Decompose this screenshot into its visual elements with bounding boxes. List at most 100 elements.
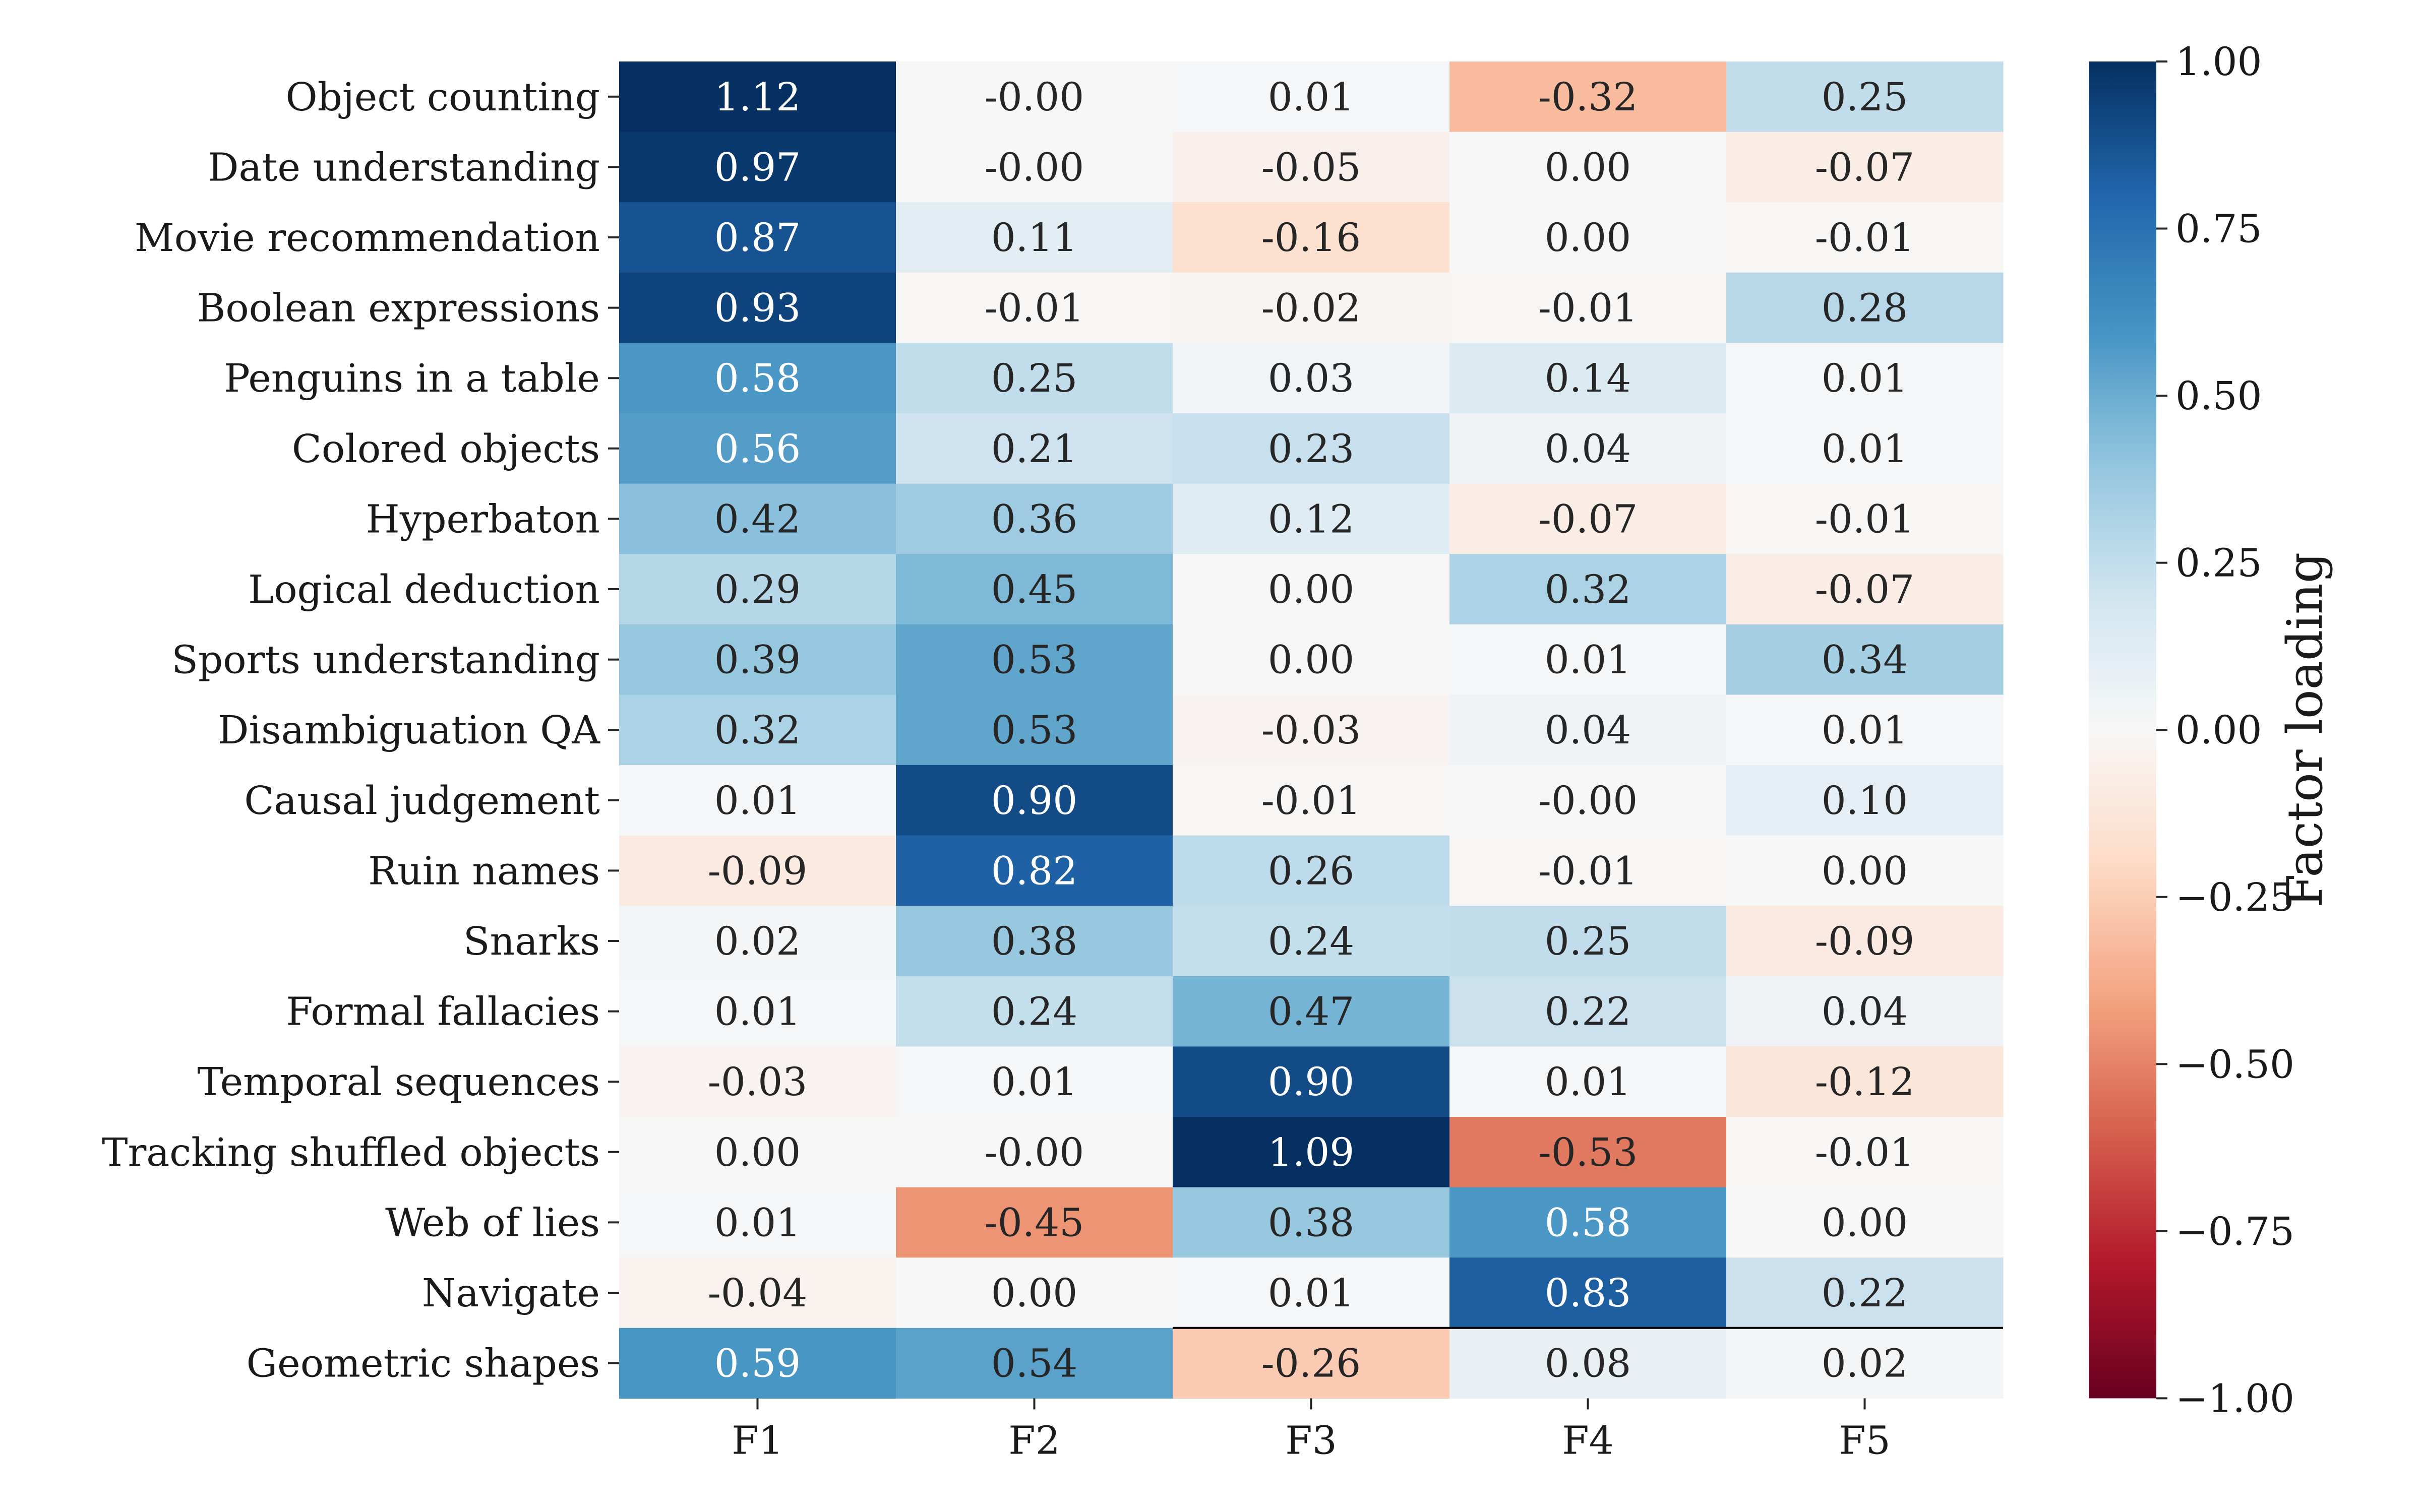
heatmap-cell bbox=[1173, 624, 1450, 695]
heatmap-cell bbox=[619, 765, 896, 836]
cell-value-label: 0.00 bbox=[714, 1130, 801, 1175]
heatmap-cell bbox=[1449, 624, 1727, 695]
column-label: F5 bbox=[1839, 1418, 1890, 1463]
cell-value-label: 0.01 bbox=[1268, 1271, 1354, 1316]
heatmap-cell bbox=[896, 202, 1173, 273]
cell-value-label: 0.83 bbox=[1545, 1271, 1631, 1316]
cell-value-label: -0.32 bbox=[1538, 75, 1638, 120]
heatmap-cell bbox=[1449, 272, 1727, 343]
heatmap-cell bbox=[619, 132, 896, 203]
column-label: F4 bbox=[1562, 1418, 1613, 1463]
heatmap-cell bbox=[896, 765, 1173, 836]
heatmap-cell-labels: 1.12 -0.00 0.01 -0.32 0.25 0.97 -0.00 -0.05 0.00… bbox=[708, 75, 1914, 1387]
cell-value-label: 0.00 bbox=[1822, 849, 1908, 894]
cell-value-label: 0.01 bbox=[714, 990, 801, 1035]
heatmap-cell bbox=[1726, 1187, 2004, 1258]
cell-value-label: 0.01 bbox=[714, 1201, 801, 1245]
heatmap-cell bbox=[1726, 61, 2004, 133]
heatmap-cell bbox=[896, 976, 1173, 1047]
cell-value-label: -0.01 bbox=[1815, 1130, 1914, 1175]
heatmap-cell bbox=[1449, 1257, 1727, 1329]
heatmap-cell bbox=[1173, 906, 1450, 977]
row-labels: Object counting Date understanding Movie r… bbox=[102, 75, 619, 1387]
row-label: Movie recommendation bbox=[135, 216, 600, 261]
cell-value-label: 0.02 bbox=[714, 919, 801, 964]
heatmap-cell bbox=[896, 1046, 1173, 1117]
cell-value-label: 0.25 bbox=[991, 356, 1077, 401]
colorbar-tick-label: 0.25 bbox=[2175, 541, 2262, 586]
heatmap-cell bbox=[1173, 835, 1450, 906]
heatmap-cell bbox=[1726, 202, 2004, 273]
heatmap-cell bbox=[1173, 1257, 1450, 1329]
colorbar-tick-label: −1.00 bbox=[2175, 1376, 2294, 1421]
cell-value-label: 0.01 bbox=[714, 779, 801, 824]
heatmap-cell bbox=[1726, 976, 2004, 1047]
heatmap-cell bbox=[1726, 835, 2004, 906]
cell-value-label: 0.01 bbox=[1268, 75, 1354, 120]
cell-value-label: 0.32 bbox=[714, 708, 801, 753]
cell-value-label: 0.90 bbox=[991, 779, 1077, 824]
heatmap-cell bbox=[1726, 1328, 2004, 1399]
cell-value-label: 0.36 bbox=[991, 497, 1077, 542]
heatmap-cell bbox=[619, 272, 896, 343]
cell-value-label: 0.11 bbox=[991, 216, 1077, 261]
colorbar-tick-label: 1.00 bbox=[2175, 40, 2262, 85]
heatmap-cell bbox=[619, 1046, 896, 1117]
row-label: Sports understanding bbox=[171, 638, 600, 683]
cell-value-label: -0.07 bbox=[1815, 145, 1914, 190]
heatmap-cell bbox=[1449, 695, 1727, 766]
heatmap-cell bbox=[1173, 483, 1450, 554]
cell-value-label: 0.25 bbox=[1822, 75, 1908, 120]
cell-value-label: 0.01 bbox=[991, 1060, 1077, 1105]
heatmap-cell bbox=[1173, 1046, 1450, 1117]
heatmap-cell bbox=[619, 483, 896, 554]
heatmap-cell bbox=[896, 1328, 1173, 1399]
colorbar-tick-label: −0.75 bbox=[2175, 1210, 2294, 1254]
cell-value-label: -0.03 bbox=[1261, 708, 1361, 753]
cell-value-label: -0.01 bbox=[1815, 216, 1914, 261]
cell-value-label: 0.01 bbox=[1545, 1060, 1631, 1105]
heatmap-cell bbox=[619, 202, 896, 273]
cell-value-label: -0.01 bbox=[1538, 286, 1638, 331]
cell-value-label: 0.01 bbox=[1822, 356, 1908, 401]
heatmap-cell bbox=[896, 61, 1173, 133]
cell-value-label: 0.53 bbox=[991, 638, 1077, 683]
heatmap-cell bbox=[619, 554, 896, 625]
heatmap-cell bbox=[1726, 132, 2004, 203]
heatmap-cell bbox=[1449, 906, 1727, 977]
row-label: Snarks bbox=[463, 919, 600, 964]
cell-value-label: 0.25 bbox=[1545, 919, 1631, 964]
cell-value-label: -0.07 bbox=[1538, 497, 1638, 542]
cell-value-label: 0.93 bbox=[714, 286, 801, 331]
heatmap-cell bbox=[1173, 1117, 1450, 1188]
cell-value-label: -0.09 bbox=[708, 849, 807, 894]
cell-value-label: -0.01 bbox=[1815, 497, 1914, 542]
colorbar-tick-label: 0.50 bbox=[2175, 374, 2262, 419]
cell-value-label: 0.04 bbox=[1545, 708, 1631, 753]
heatmap-cell bbox=[1726, 413, 2004, 484]
row-label: Tracking shuffled objects bbox=[102, 1130, 600, 1175]
row-label: Penguins in a table bbox=[224, 356, 600, 401]
cell-value-label: 0.03 bbox=[1268, 356, 1354, 401]
cell-value-label: -0.05 bbox=[1261, 145, 1361, 190]
cell-value-label: 0.23 bbox=[1268, 427, 1354, 472]
heatmap-cell bbox=[1449, 343, 1727, 414]
cell-value-label: 0.01 bbox=[1545, 638, 1631, 683]
row-label: Logical deduction bbox=[248, 568, 600, 612]
cell-value-label: 0.04 bbox=[1822, 990, 1908, 1035]
cell-value-label: 0.22 bbox=[1822, 1271, 1908, 1316]
cell-value-label: 0.14 bbox=[1545, 356, 1631, 401]
column-label: F2 bbox=[1008, 1418, 1060, 1463]
cell-value-label: 0.28 bbox=[1822, 286, 1908, 331]
cell-value-label: -0.09 bbox=[1815, 919, 1914, 964]
cell-value-label: -0.04 bbox=[708, 1271, 807, 1316]
heatmap-cell bbox=[1173, 695, 1450, 766]
cell-value-label: 0.00 bbox=[1268, 638, 1354, 683]
cell-value-label: 0.58 bbox=[1545, 1201, 1631, 1245]
cell-value-label: -0.01 bbox=[1261, 779, 1361, 824]
heatmap-cell bbox=[1449, 202, 1727, 273]
cell-value-label: 0.42 bbox=[714, 497, 801, 542]
heatmap-cell bbox=[619, 61, 896, 133]
row-label: Temporal sequences bbox=[197, 1060, 600, 1105]
